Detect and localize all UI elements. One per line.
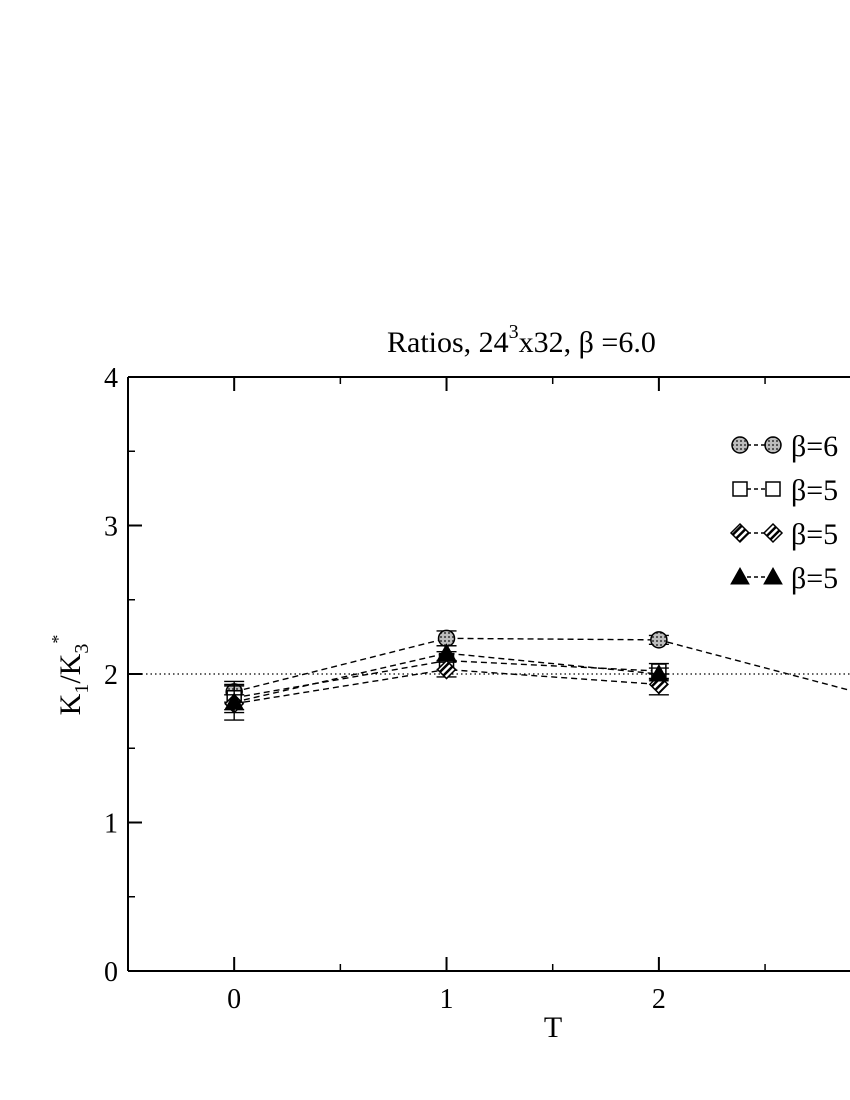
legend-entry-2: β=5: [732, 474, 838, 507]
series-4: [224, 643, 669, 721]
data-point-triangle: [224, 692, 245, 710]
data-point-diamond: [436, 659, 457, 680]
data-point-square: [732, 481, 748, 497]
legend-entry-1: β=6: [731, 430, 838, 463]
series-1: [224, 629, 850, 703]
chart-title-superscript: 3: [509, 321, 519, 343]
legend-entry-4: β=5: [730, 562, 838, 595]
y-tick-label: 4: [104, 363, 118, 394]
chart-title: Ratios, 243x32, β =6.0: [387, 321, 656, 359]
y-tick-label: 2: [104, 660, 118, 691]
data-point-circle: [731, 436, 749, 454]
data-point-triangle: [730, 566, 750, 585]
legend: β=6 β=5 β=5 β=5: [729, 430, 838, 595]
series-line: [234, 652, 659, 703]
legend-label: β=6: [791, 430, 838, 463]
series-line: [234, 637, 850, 693]
y-tick-label: 3: [104, 512, 118, 543]
y-tick-label: 0: [104, 957, 118, 988]
data-point-square: [765, 481, 781, 497]
data-point-diamond: [729, 522, 751, 544]
data-point-circle: [650, 631, 668, 649]
series-group: [224, 629, 850, 721]
x-tick-label: 0: [227, 984, 241, 1015]
legend-entry-3: β=5: [729, 518, 838, 551]
x-axis-label: T: [544, 1011, 562, 1044]
chart-title-rest: x32, β =6.0: [519, 326, 656, 359]
data-point-circle: [764, 436, 782, 454]
data-point-triangle: [436, 643, 457, 661]
x-tick-label: 2: [652, 984, 666, 1015]
y-axis-label: K1/K3*: [48, 635, 93, 716]
legend-label: β=5: [791, 474, 838, 507]
y-tick-label: 1: [104, 809, 118, 840]
x-tick-label: 1: [440, 984, 454, 1015]
data-point-triangle: [649, 663, 669, 682]
legend-label: β=5: [791, 562, 838, 595]
legend-label: β=5: [791, 518, 838, 551]
data-point-diamond: [762, 522, 784, 544]
data-point-triangle: [763, 566, 783, 585]
tick-group: 0 1 2 0 1 2 3 4: [104, 363, 766, 1015]
